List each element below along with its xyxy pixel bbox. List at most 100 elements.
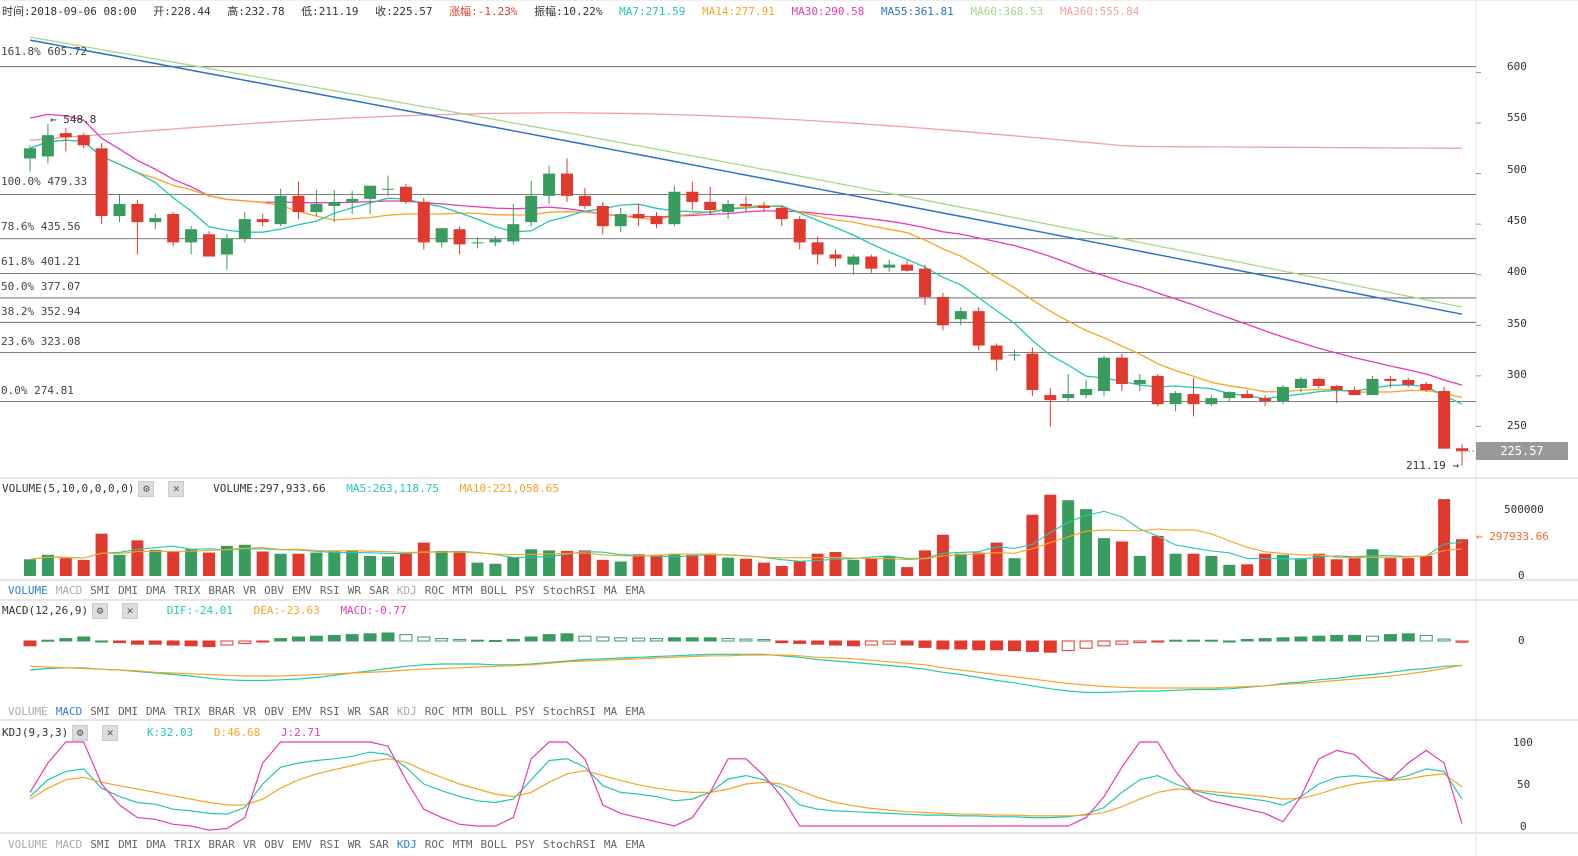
volume-bar	[1169, 553, 1182, 576]
volume-bar	[1438, 499, 1451, 576]
tab-stochrsi[interactable]: StochRSI	[542, 838, 596, 851]
tab-ema[interactable]: EMA	[625, 838, 645, 851]
tab-emv[interactable]: EMV	[292, 584, 312, 597]
macd-bar	[1455, 640, 1469, 643]
tab-stochrsi[interactable]: StochRSI	[542, 584, 596, 597]
fib-label-1618: 161.8% 605.72	[1, 45, 88, 58]
tab-boll[interactable]: BOLL	[480, 584, 508, 597]
tab-emv[interactable]: EMV	[292, 838, 312, 851]
tab-psy[interactable]: PSY	[515, 584, 535, 597]
tab-brar[interactable]: BRAR	[208, 838, 235, 851]
tab-dma[interactable]: DMA	[146, 584, 166, 597]
tab-wr[interactable]: WR	[347, 838, 361, 851]
tab-volume[interactable]: VOLUME	[8, 838, 48, 851]
tab-emv[interactable]: EMV	[292, 705, 312, 718]
tab-ema[interactable]: EMA	[625, 584, 645, 597]
macd-bar	[59, 638, 73, 642]
tab-dmi[interactable]: DMI	[118, 584, 138, 597]
last-price-tag: 225.57	[1476, 442, 1568, 460]
tab-mtm[interactable]: MTM	[452, 584, 473, 597]
candle-body	[1026, 353, 1039, 391]
tab-obv[interactable]: OBV	[264, 838, 284, 851]
tab-boll[interactable]: BOLL	[480, 838, 508, 851]
tab-kdj[interactable]: KDJ	[396, 838, 417, 851]
tab-vr[interactable]: VR	[242, 584, 257, 597]
tab-ma[interactable]: MA	[603, 705, 618, 718]
tab-roc[interactable]: ROC	[424, 705, 445, 718]
candle-body	[578, 195, 591, 206]
tab-macd[interactable]: MACD	[55, 838, 83, 851]
candle-body	[793, 219, 806, 243]
volume-bar	[722, 557, 735, 576]
tab-sar[interactable]: SAR	[369, 584, 389, 597]
tab-rsi[interactable]: RSI	[319, 705, 340, 718]
tab-brar[interactable]: BRAR	[208, 705, 235, 718]
tab-dma[interactable]: DMA	[146, 838, 166, 851]
tab-psy[interactable]: PSY	[515, 705, 535, 718]
tab-dmi[interactable]: DMI	[118, 838, 138, 851]
volume-bar	[668, 553, 681, 576]
tab-ma[interactable]: MA	[603, 838, 618, 851]
macd-bar	[596, 636, 610, 642]
tab-roc[interactable]: ROC	[424, 838, 445, 851]
tab-mtm[interactable]: MTM	[452, 705, 473, 718]
volume-bar	[274, 553, 287, 576]
tab-ma[interactable]: MA	[603, 584, 618, 597]
tab-trix[interactable]: TRIX	[173, 584, 201, 597]
macd-bar	[1294, 636, 1308, 642]
macd-bar	[220, 640, 234, 646]
close-icon[interactable]: ✕	[122, 603, 139, 619]
macd-tick-0: 0	[1518, 634, 1525, 647]
tab-rsi[interactable]: RSI	[319, 584, 340, 597]
tab-macd[interactable]: MACD	[55, 584, 83, 597]
tab-volume[interactable]: VOLUME	[8, 705, 48, 718]
gear-icon[interactable]: ⚙	[138, 481, 155, 497]
tab-stochrsi[interactable]: StochRSI	[542, 705, 596, 718]
tab-obv[interactable]: OBV	[264, 705, 284, 718]
tab-volume[interactable]: VOLUME	[8, 584, 48, 597]
tab-smi[interactable]: SMI	[90, 705, 111, 718]
gear-icon[interactable]: ⚙	[72, 725, 89, 741]
tab-wr[interactable]: WR	[347, 705, 361, 718]
tab-obv[interactable]: OBV	[264, 584, 284, 597]
tab-mtm[interactable]: MTM	[452, 838, 473, 851]
tab-vr[interactable]: VR	[242, 838, 257, 851]
tab-kdj[interactable]: KDJ	[396, 705, 417, 718]
tab-dmi[interactable]: DMI	[118, 705, 138, 718]
macd-bar	[1437, 638, 1451, 642]
candle-body	[847, 256, 860, 265]
tab-smi[interactable]: SMI	[90, 838, 111, 851]
tab-roc[interactable]: ROC	[424, 584, 445, 597]
tab-rsi[interactable]: RSI	[319, 838, 340, 851]
tab-wr[interactable]: WR	[347, 584, 361, 597]
candle-body	[883, 264, 896, 268]
tab-macd[interactable]: MACD	[55, 705, 83, 718]
tab-brar[interactable]: BRAR	[208, 584, 235, 597]
volume-ma10: MA10:221,058.65	[459, 482, 559, 495]
tab-sar[interactable]: SAR	[369, 838, 389, 851]
tab-dma[interactable]: DMA	[146, 705, 166, 718]
ma360-line	[29, 112, 1463, 149]
tab-boll[interactable]: BOLL	[480, 705, 508, 718]
candle-body	[1241, 394, 1254, 399]
tab-ema[interactable]: EMA	[625, 705, 645, 718]
candle-body	[1205, 398, 1218, 405]
tab-sar[interactable]: SAR	[369, 705, 389, 718]
tab-trix[interactable]: TRIX	[173, 705, 201, 718]
candle-body	[901, 264, 914, 271]
tab-psy[interactable]: PSY	[515, 838, 535, 851]
tab-kdj[interactable]: KDJ	[396, 584, 417, 597]
candle-body	[1294, 378, 1307, 388]
macd-bar	[864, 640, 878, 646]
close-icon[interactable]: ✕	[168, 481, 185, 497]
kdj-k-line	[29, 751, 1463, 819]
close-icon[interactable]: ✕	[102, 725, 119, 741]
tab-trix[interactable]: TRIX	[173, 838, 201, 851]
tab-smi[interactable]: SMI	[90, 584, 111, 597]
volume-bar	[238, 544, 251, 576]
gear-icon[interactable]: ⚙	[92, 603, 109, 619]
candle-body	[1187, 394, 1200, 405]
tab-vr[interactable]: VR	[242, 705, 257, 718]
kdj-tick-0: 0	[1520, 820, 1527, 833]
